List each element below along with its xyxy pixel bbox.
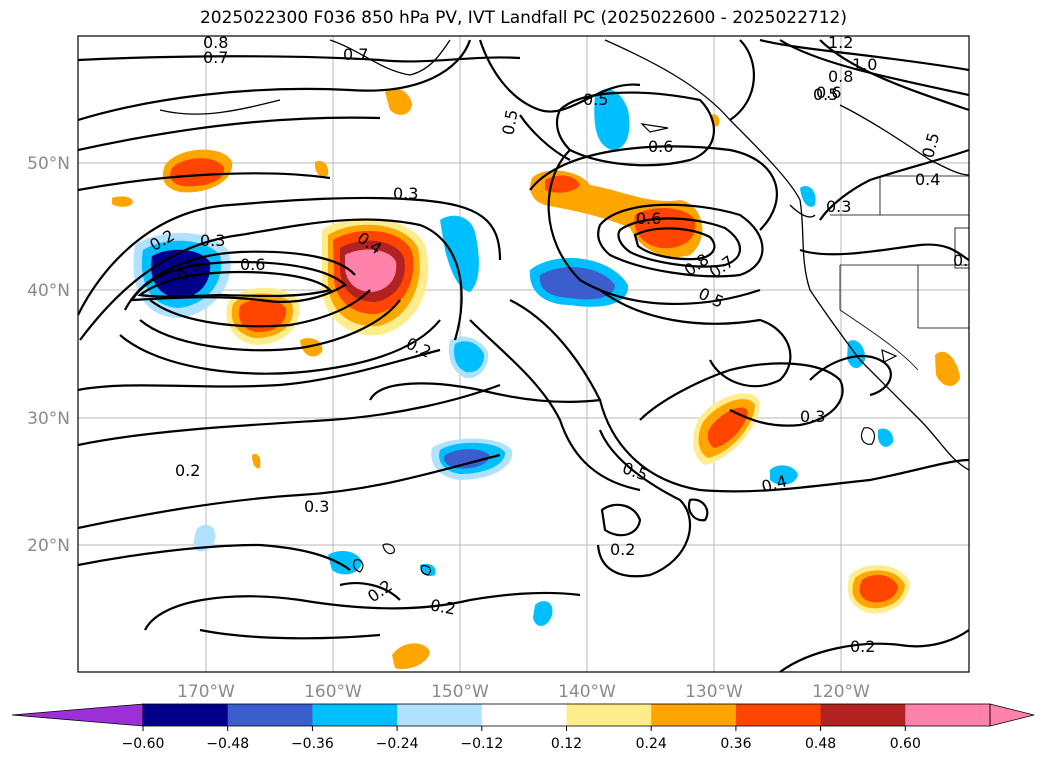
contour-label: 0.4	[915, 170, 940, 189]
contour-label: 1.2	[828, 33, 853, 52]
contour-label: 0.3	[393, 184, 418, 203]
lon-label-150w: 150°W	[431, 682, 489, 702]
colorbar-segment	[481, 704, 567, 726]
map-frame	[77, 35, 970, 673]
map-area	[78, 36, 969, 672]
graticule	[78, 36, 969, 672]
colorbar-segment	[651, 704, 737, 726]
colorbar-tick-label: 0.48	[805, 736, 836, 752]
contour-label: 0.8	[828, 67, 853, 86]
state-borders	[830, 175, 969, 371]
contour-label: 0.3	[304, 497, 329, 516]
contour-label: 0.8	[203, 33, 228, 52]
lat-label-20n: 20°N	[27, 536, 70, 556]
contour-label: 0.3	[826, 197, 851, 216]
contour-label: 0.3	[200, 231, 225, 250]
latitude-labels: 50°N 40°N 30°N 20°N	[27, 154, 70, 556]
longitude-labels: 170°W 160°W 150°W 140°W 130°W 120°W	[177, 682, 870, 702]
contour-lines	[78, 38, 969, 672]
colorbar-extend-low	[11, 703, 144, 727]
lat-label-40n: 40°N	[27, 281, 70, 301]
contour-label: 0.5	[498, 108, 521, 136]
contour-label: 0.5	[813, 85, 838, 104]
contour-label: 0.3	[800, 407, 825, 426]
islands	[353, 123, 898, 576]
figure-title: 2025022300 F036 850 hPa PV, IVT Landfall…	[199, 8, 847, 28]
lon-label-170w: 170°W	[177, 682, 235, 702]
contour-label: 0.7	[343, 45, 368, 64]
colorbar-tick-label: 0.36	[720, 736, 751, 752]
contour-label: 0.6	[240, 255, 265, 274]
colorbar-segment	[312, 704, 398, 726]
colorbar-tick-label: 0.24	[636, 736, 667, 752]
colorbar-segment	[566, 704, 652, 726]
contour-label: 0.2	[610, 540, 635, 559]
colorbar	[11, 703, 1035, 727]
contour-labels: 0.8 0.7 0.7 0.5 0.5 0.6 1.2 1.0 0.8 0.6 …	[146, 33, 978, 656]
colorbar-tick-label: −0.36	[291, 736, 334, 752]
colorbar-segment	[735, 704, 822, 726]
lon-label-140w: 140°W	[558, 682, 616, 702]
coastlines	[159, 39, 969, 471]
contour-label: 0.6	[816, 83, 841, 102]
colorbar-tick-label: −0.48	[206, 736, 249, 752]
lon-label-120w: 120°W	[812, 682, 870, 702]
contour-label: 0.2	[429, 595, 457, 618]
shaded-pc-field	[112, 88, 960, 670]
contour-label: 0.2	[850, 637, 875, 656]
colorbar-extend-high	[989, 703, 1035, 727]
lat-label-50n: 50°N	[27, 154, 70, 174]
colorbar-ticks: −0.60 −0.48 −0.36 −0.24 −0.12 0.12 0.24 0.36 0.4…	[122, 726, 921, 752]
lat-label-30n: 30°N	[27, 409, 70, 429]
contour-label: 0.3	[953, 251, 978, 270]
contour-label: 0.6	[636, 209, 661, 228]
colorbar-tick-label: −0.60	[122, 736, 165, 752]
colorbar-segment	[397, 704, 483, 726]
colorbar-tick-label: −0.12	[460, 736, 503, 752]
contour-label: 0.6	[648, 137, 673, 156]
contour-label: 0.5	[583, 90, 608, 109]
contour-label: 0.7	[203, 48, 228, 67]
colorbar-segment	[143, 704, 229, 726]
lon-label-130w: 130°W	[685, 682, 743, 702]
colorbar-tick-label: 0.60	[890, 736, 921, 752]
colorbar-segment	[820, 704, 906, 726]
lon-label-160w: 160°W	[304, 682, 362, 702]
contour-label: 1.0	[852, 55, 877, 74]
colorbar-tick-label: −0.24	[376, 736, 419, 752]
colorbar-tick-label: 0.12	[551, 736, 582, 752]
colorbar-segment	[227, 704, 313, 726]
contour-label: 0.2	[175, 461, 200, 480]
colorbar-segment	[905, 704, 991, 726]
